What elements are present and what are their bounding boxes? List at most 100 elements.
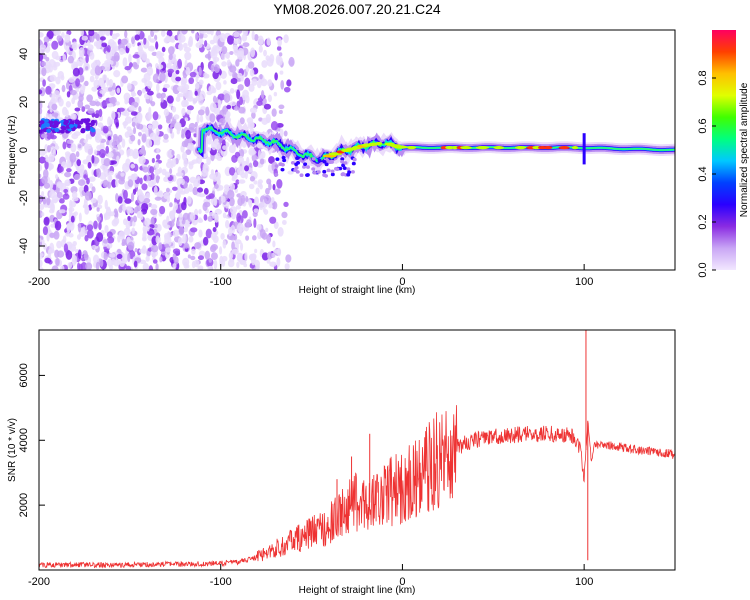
spectrogram-cell	[236, 212, 241, 223]
spectrogram-cell	[571, 146, 579, 150]
spectrogram-cell	[208, 257, 212, 263]
spectrogram-cell	[221, 139, 226, 145]
spectrogram-cell	[271, 108, 277, 117]
spectrogram-cell	[258, 45, 263, 53]
spectrogram-cell	[80, 129, 86, 134]
spectrogram-cell	[145, 58, 150, 65]
spectrogram-cell	[287, 170, 294, 175]
spectrogram-cell	[150, 208, 158, 216]
spectrogram-cell	[39, 129, 43, 134]
spectrogram-cell	[268, 204, 273, 209]
spectrogram-cell	[260, 90, 265, 100]
spectrogram-cell	[141, 133, 147, 143]
spectrogram-cell	[39, 44, 46, 50]
spectrogram-cell	[165, 35, 171, 43]
spectrogram-cell	[71, 41, 78, 51]
spectrogram-cell	[123, 227, 131, 236]
spectrogram-cell	[83, 251, 89, 261]
spectrogram-cell	[39, 173, 42, 179]
spectrogram-cell	[242, 42, 250, 48]
spectrogram-cell	[282, 219, 287, 225]
snr-x-tick-label: 0	[399, 576, 405, 588]
spectrogram-cell	[145, 192, 151, 199]
spectrogram-cell	[112, 82, 116, 91]
spectrogram-cell	[182, 212, 190, 220]
spectrogram-cell	[63, 243, 69, 253]
spectrogram-x-label: Height of straight line (km)	[299, 285, 416, 296]
spectrogram-cell	[162, 87, 168, 93]
spectrogram-cell	[303, 162, 308, 166]
spectrogram-cell	[240, 194, 246, 204]
spectrogram-cell	[127, 241, 135, 251]
spectrogram-cell	[94, 113, 100, 119]
spectrogram-cell	[194, 242, 202, 250]
snr-y-tick-label: 4000	[18, 428, 30, 452]
spectrogram-cell	[78, 120, 84, 125]
spectrogram-cell	[90, 128, 96, 133]
spectrogram-cell	[283, 86, 291, 93]
spectrogram-cell	[137, 138, 141, 146]
spectrogram-cell	[148, 106, 152, 116]
spectrogram-cell	[154, 223, 158, 229]
spectrogram-cell	[251, 78, 258, 86]
spectrogram-cell	[281, 211, 288, 219]
spectrogram-cell	[49, 201, 55, 211]
spectrogram-cell	[261, 60, 268, 68]
spectrogram-cell	[246, 219, 252, 228]
spectrogram-cell	[199, 115, 204, 123]
spectrogram-x-tick-label: -100	[210, 276, 232, 288]
spectrogram-cell	[150, 100, 156, 107]
spectrogram-cell	[77, 99, 84, 109]
spectrogram-cell	[185, 264, 190, 269]
spectrogram-cell	[65, 109, 69, 118]
spectrogram-y-axis: -40 -20 0 20 40	[18, 48, 45, 254]
spectrogram-cell	[206, 137, 212, 145]
spectrogram-cell	[262, 206, 266, 213]
spectrogram-cell	[177, 58, 183, 69]
spectrogram-cell	[277, 37, 282, 47]
spectrogram-cell	[233, 106, 240, 111]
spectrogram-cell	[191, 159, 199, 164]
spectrogram-cell	[75, 78, 80, 87]
spectrogram-cell	[117, 107, 125, 112]
spectrogram-cell	[273, 221, 279, 229]
snr-series-line	[39, 405, 675, 569]
spectrogram-cell	[209, 102, 217, 113]
spectrogram-cell	[131, 221, 136, 227]
spectrogram-cell	[142, 262, 149, 270]
spectrogram-cell	[324, 162, 329, 167]
spectrogram-cell	[171, 150, 175, 156]
spectrogram-cell	[192, 186, 198, 196]
spectrogram-cell	[206, 156, 212, 166]
spectrogram-cell	[123, 189, 128, 200]
spectrogram-cell	[156, 64, 164, 70]
spectrogram-cell	[84, 80, 89, 87]
spectrogram-cell	[451, 146, 459, 150]
spectrogram-cell	[108, 79, 112, 85]
spectrogram-cell	[51, 184, 57, 191]
spectrogram-cell	[39, 259, 43, 268]
spectrogram-cell	[95, 101, 101, 107]
spectrogram-cell	[95, 41, 102, 50]
spectrogram-cell	[233, 38, 241, 45]
spectrogram-cell	[65, 232, 71, 237]
spectrogram-cell	[87, 107, 95, 114]
spectrogram-cell	[99, 65, 106, 71]
spectrogram-cell	[55, 30, 60, 36]
spectrogram-cell	[51, 124, 57, 129]
spectrogram-cell	[406, 146, 417, 150]
spectrogram-cell	[147, 124, 153, 129]
spectrogram-cell	[173, 58, 178, 67]
spectrogram-cell	[207, 50, 212, 61]
spectrogram-cell	[248, 183, 255, 190]
spectrogram-cell	[198, 229, 203, 238]
spectrogram-cell	[115, 174, 121, 179]
spectrogram-cell	[111, 160, 118, 165]
spectrogram-cell	[169, 202, 173, 208]
spectrogram-cell	[39, 120, 45, 125]
spectrogram-cell	[109, 175, 113, 181]
spectrogram-cell	[171, 106, 177, 113]
spectrogram-cell	[115, 101, 120, 106]
spectrogram-cell	[255, 263, 260, 270]
spectrogram-cell	[220, 232, 225, 240]
